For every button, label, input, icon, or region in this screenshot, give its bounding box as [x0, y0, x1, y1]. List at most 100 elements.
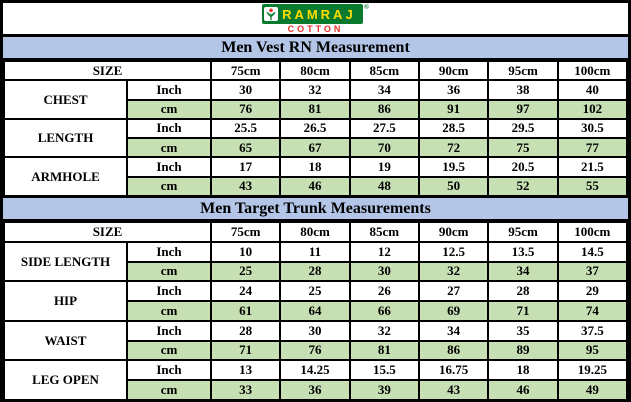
cm-value-cell: 65: [210, 137, 282, 159]
inch-value-cell: 12.5: [417, 240, 490, 263]
inch-value-cell: 30: [210, 79, 282, 101]
size-cell: 95cm: [487, 221, 559, 243]
hip-inch-row: HIP Inch 24 25 26 27 28 29: [3, 280, 629, 322]
unit-cell: Inch: [125, 79, 213, 101]
length-inch-row: LENGTH Inch 25.5 26.5 27.5 28.5 29.5 30.…: [3, 117, 629, 159]
leg-open-cm-row: cm 33 36 39 43 46 49: [4, 379, 629, 401]
cm-value-cell: 49: [556, 379, 629, 401]
registered-trademark-symbol: ®: [363, 3, 369, 11]
cm-value-cell: 70: [348, 137, 421, 159]
size-cell: 95cm: [487, 59, 559, 82]
inch-value-cell: 30.5: [556, 117, 629, 140]
ramraj-logo: RAMRAJ ®: [262, 4, 369, 24]
cm-value-cell: 48: [348, 175, 421, 198]
cm-value-cell: 61: [210, 300, 282, 322]
measurement-label-cell: ARMHOLE: [3, 156, 128, 197]
unit-cell: cm: [125, 379, 213, 401]
unit-cell: cm: [125, 137, 213, 159]
inch-value-cell: 19.5: [417, 156, 490, 178]
cm-value-cell: 74: [556, 300, 629, 322]
inch-value-cell: 38: [487, 79, 559, 101]
size-cell: 80cm: [279, 221, 351, 243]
waist-inch-row: WAIST Inch 28 30 32 34 35 37.5: [3, 319, 629, 362]
unit-cell: Inch: [125, 319, 213, 342]
cm-value-cell: 55: [556, 175, 629, 198]
measurement-label-cell: SIDE LENGTH: [3, 240, 128, 283]
inch-value-cell: 32: [279, 79, 351, 101]
inch-value-cell: 35: [487, 319, 559, 342]
inch-value-cell: 29.5: [487, 117, 559, 140]
inch-value-cell: 11: [279, 240, 351, 263]
measurement-label-cell: HIP: [3, 280, 128, 322]
armhole-cm-row: cm 43 46 48 50 52 55: [4, 175, 629, 198]
measurement-label-cell: WAIST: [3, 319, 128, 362]
vest-table-title: Men Vest RN Measurement: [3, 37, 628, 60]
inch-value-cell: 12: [348, 240, 421, 263]
size-cell: 85cm: [348, 59, 421, 82]
ramraj-plant-logo-icon: [264, 7, 279, 21]
inch-value-cell: 24: [210, 280, 282, 303]
side-length-cm-row: cm 25 28 30 32 34 37: [4, 260, 629, 283]
size-cell: 85cm: [348, 221, 421, 243]
cm-value-cell: 67: [279, 137, 351, 159]
unit-cell: cm: [125, 260, 213, 283]
unit-cell: Inch: [125, 359, 213, 382]
inch-value-cell: 19: [348, 156, 421, 178]
measurement-label-cell: LEG OPEN: [3, 359, 128, 401]
cm-value-cell: 75: [487, 137, 559, 159]
cm-value-cell: 81: [279, 98, 351, 120]
cm-value-cell: 76: [279, 339, 351, 362]
cm-value-cell: 97: [487, 98, 559, 120]
inch-value-cell: 25.5: [210, 117, 282, 140]
cm-value-cell: 69: [417, 300, 490, 322]
brand-name: RAMRAJ: [282, 6, 356, 22]
length-cm-row: cm 65 67 70 72 75 77: [4, 137, 629, 159]
cm-value-cell: 43: [417, 379, 490, 401]
chest-cm-row: cm 76 81 86 91 97 102: [4, 98, 629, 120]
inch-value-cell: 17: [210, 156, 282, 178]
cm-value-cell: 52: [487, 175, 559, 198]
cm-value-cell: 39: [348, 379, 421, 401]
inch-value-cell: 10: [210, 240, 282, 263]
inch-value-cell: 30: [279, 319, 351, 342]
inch-value-cell: 26.5: [279, 117, 351, 140]
cm-value-cell: 76: [210, 98, 282, 120]
cm-value-cell: 32: [417, 260, 490, 283]
cm-value-cell: 77: [556, 137, 629, 159]
cm-value-cell: 66: [348, 300, 421, 322]
size-cell: 100cm: [556, 59, 629, 82]
hip-cm-row: cm 61 64 66 69 71 74: [4, 300, 629, 322]
inch-value-cell: 18: [279, 156, 351, 178]
cm-value-cell: 36: [279, 379, 351, 401]
trunk-size-header-row: SIZE 75cm 80cm 85cm 90cm 95cm 100cm: [2, 221, 629, 243]
inch-value-cell: 27: [417, 280, 490, 303]
inch-value-cell: 29: [556, 280, 629, 303]
inch-value-cell: 13: [210, 359, 282, 382]
size-header-label: SIZE: [2, 221, 213, 243]
inch-value-cell: 37.5: [556, 319, 629, 342]
cm-value-cell: 81: [348, 339, 421, 362]
measurement-label-cell: CHEST: [3, 79, 128, 120]
inch-value-cell: 28: [487, 280, 559, 303]
inch-value-cell: 14.5: [556, 240, 629, 263]
inch-value-cell: 28: [210, 319, 282, 342]
trunk-table-title: Men Target Trunk Measurements: [3, 197, 628, 221]
waist-cm-row: cm 71 76 81 86 89 95: [4, 339, 629, 362]
size-header-label: SIZE: [2, 59, 213, 82]
cm-value-cell: 46: [487, 379, 559, 401]
cm-value-cell: 86: [417, 339, 490, 362]
cm-value-cell: 25: [210, 260, 282, 283]
vest-measurement-table: SIZE 75cm 80cm 85cm 90cm 95cm 100cm CHES…: [2, 59, 629, 198]
inch-value-cell: 21.5: [556, 156, 629, 178]
size-cell: 100cm: [556, 221, 629, 243]
inch-value-cell: 14.25: [279, 359, 351, 382]
inch-value-cell: 19.25: [556, 359, 629, 382]
inch-value-cell: 26: [348, 280, 421, 303]
leg-open-inch-row: LEG OPEN Inch 13 14.25 15.5 16.75 18 19.…: [3, 359, 629, 401]
inch-value-cell: 25: [279, 280, 351, 303]
chest-inch-row: CHEST Inch 30 32 34 36 38 40: [3, 79, 629, 120]
size-cell: 90cm: [417, 59, 490, 82]
unit-cell: Inch: [125, 240, 213, 263]
ramraj-logo-box: RAMRAJ: [262, 4, 363, 24]
